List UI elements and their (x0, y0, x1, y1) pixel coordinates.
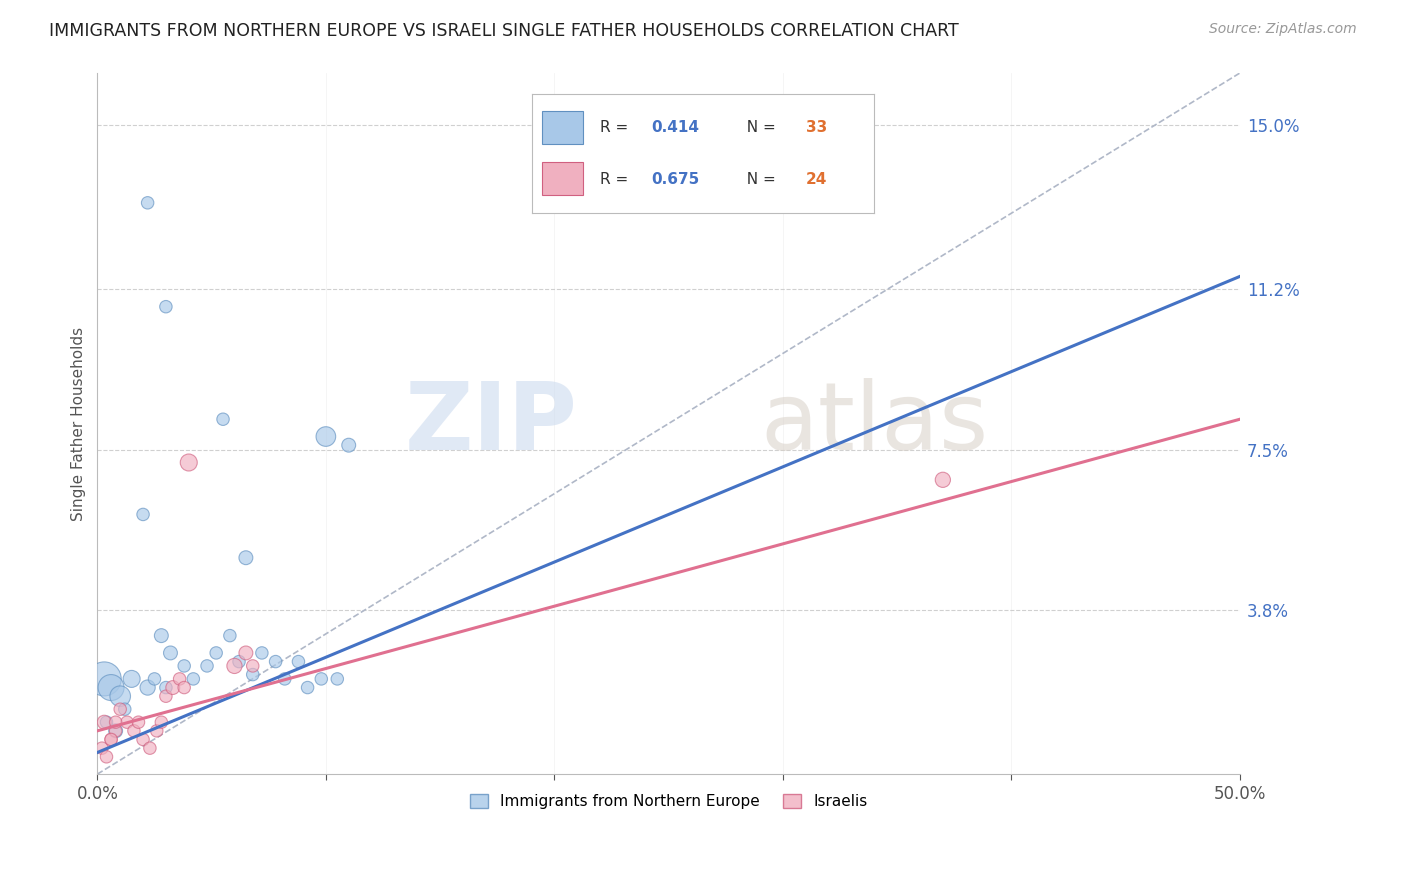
Text: atlas: atlas (761, 377, 988, 469)
Point (155, 690, 177, 704)
Legend: Immigrants from Northern Europe, Israelis: Immigrants from Northern Europe, Israeli… (464, 789, 873, 815)
Point (139, 741, 162, 756)
Point (108, 702, 131, 716)
Point (143, 672, 166, 686)
Point (132, 508, 155, 522)
Point (311, 672, 333, 686)
Point (96, 715, 118, 730)
Point (274, 672, 297, 686)
Point (121, 672, 143, 686)
Point (932, 473, 955, 487)
Point (150, 629, 173, 643)
Point (250, 646, 273, 660)
Point (122, 723, 145, 738)
Point (115, 715, 138, 730)
Point (235, 550, 257, 565)
Text: ZIP: ZIP (405, 377, 578, 469)
Point (114, 702, 136, 716)
Point (173, 659, 195, 673)
Y-axis label: Single Father Households: Single Father Households (72, 326, 86, 521)
Point (90, 741, 112, 756)
Point (235, 646, 257, 660)
Point (326, 672, 349, 686)
Point (162, 681, 184, 695)
Point (195, 659, 218, 673)
Point (159, 646, 181, 660)
Point (100, 732, 122, 747)
Text: Source: ZipAtlas.com: Source: ZipAtlas.com (1209, 22, 1357, 37)
Point (169, 672, 191, 686)
Point (224, 659, 246, 673)
Point (100, 732, 122, 747)
Point (297, 681, 319, 695)
Point (132, 732, 155, 747)
Point (183, 672, 205, 686)
Point (100, 681, 122, 695)
Point (337, 438, 360, 452)
Point (108, 690, 131, 704)
Point (104, 715, 127, 730)
Point (242, 667, 264, 681)
Point (136, 681, 159, 695)
Point (155, 300, 177, 314)
Point (315, 429, 337, 443)
Point (287, 655, 309, 669)
Text: IMMIGRANTS FROM NORTHERN EUROPE VS ISRAELI SINGLE FATHER HOUSEHOLDS CORRELATION : IMMIGRANTS FROM NORTHERN EUROPE VS ISRAE… (49, 22, 959, 40)
Point (104, 723, 127, 738)
Point (127, 715, 149, 730)
Point (228, 655, 250, 669)
Point (205, 646, 228, 660)
Point (155, 681, 177, 695)
Point (145, 723, 167, 738)
Point (96, 749, 118, 764)
Point (242, 659, 264, 673)
Point (136, 195, 159, 210)
Point (104, 723, 127, 738)
Point (173, 681, 195, 695)
Point (212, 412, 235, 426)
Point (264, 655, 287, 669)
Point (93, 715, 115, 730)
Point (150, 715, 173, 730)
Point (177, 456, 200, 470)
Point (219, 629, 242, 643)
Point (93, 672, 115, 686)
